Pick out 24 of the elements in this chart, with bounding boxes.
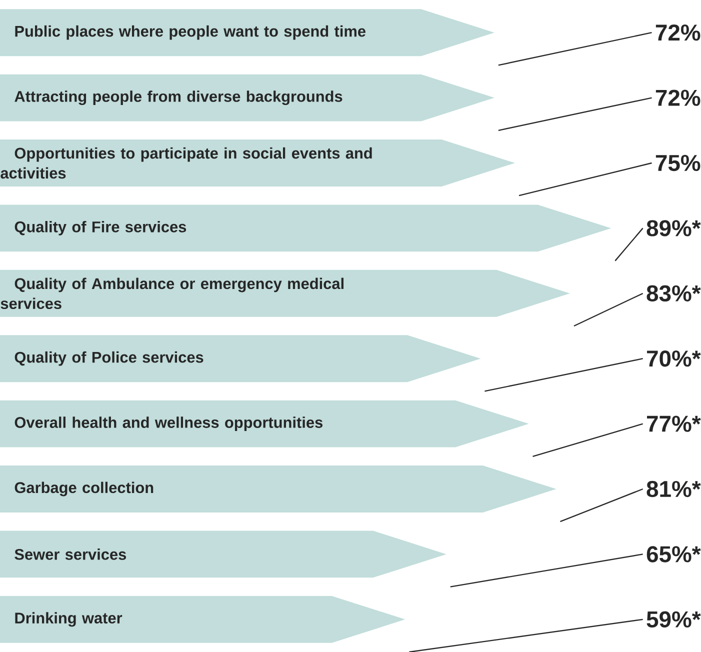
data-label: 89%*	[646, 220, 701, 236]
data-label: 72%	[656, 24, 700, 41]
data-label: 75%	[656, 154, 700, 172]
y-tick-label: Opportunities to participate in social events and activities	[0, 147, 372, 179]
y-tick-label: Sewer services	[14, 548, 126, 560]
bar	[0, 204, 612, 252]
y-tick-label: Quality of Ambulance or emergency medical services	[0, 278, 344, 310]
data-label: 65%*	[646, 546, 701, 562]
y-tick-label: Attracting people from diverse backgrounds	[14, 90, 342, 106]
bar	[0, 466, 556, 512]
y-tick-label: Overall health and wellness opportunities	[14, 416, 322, 431]
y-tick-label: Garbage collection	[14, 482, 154, 496]
data-label: 70%*	[647, 350, 701, 367]
y-tick-label: Public places where people want to spend time	[15, 25, 366, 40]
y-tick-label: Quality of Fire services	[14, 221, 186, 236]
data-label: 72%	[656, 90, 700, 106]
y-tick-label: Quality of Police services	[14, 351, 204, 366]
bar	[0, 400, 529, 448]
y-tick-label: Drinking water	[15, 612, 122, 627]
data-label: 77%*	[647, 416, 701, 432]
bar	[0, 270, 570, 317]
data-label: 81%*	[646, 480, 701, 498]
data-label: 83%*	[646, 285, 701, 302]
data-label: 59%*	[646, 611, 701, 628]
